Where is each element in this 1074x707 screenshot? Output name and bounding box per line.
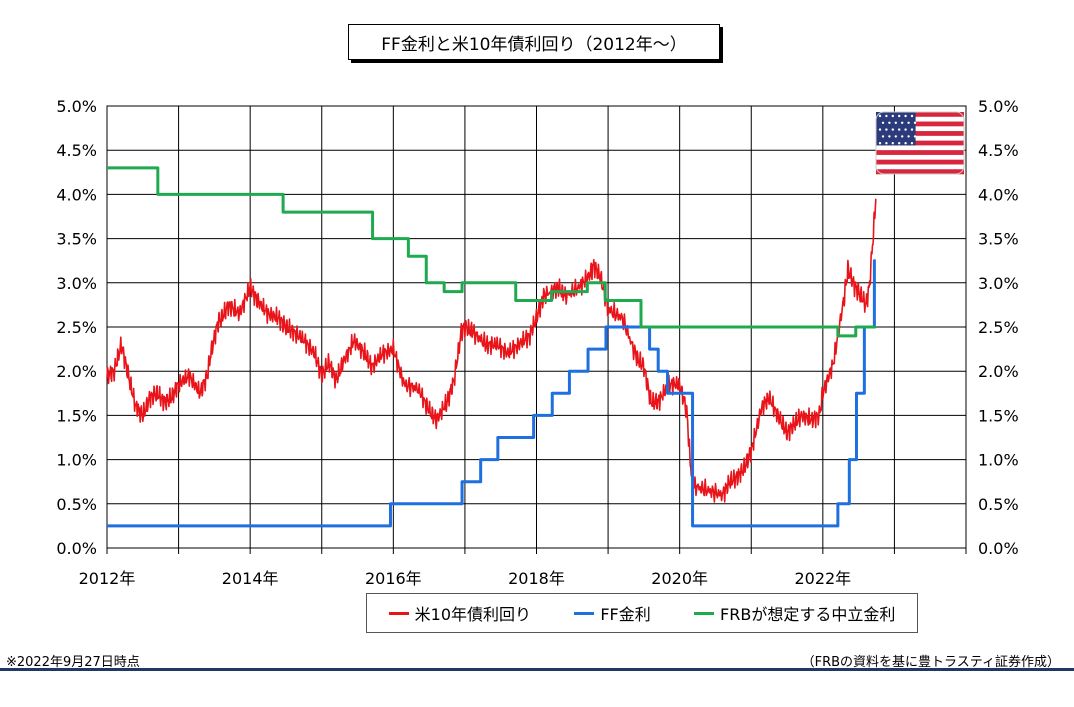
legend-swatch-ff-rate	[574, 611, 595, 615]
x-tick-label: 2022年	[794, 569, 851, 588]
y-tick-label-right: 2.0%	[978, 362, 1019, 381]
plot-border	[106, 105, 967, 549]
legend-item-neutral-rate: FRBが想定する中立金利	[694, 601, 895, 625]
x-tick-label: 2014年	[222, 569, 279, 588]
legend-swatch-neutral-rate	[694, 611, 715, 615]
x-tick-label: 2016年	[365, 569, 422, 588]
y-tick-label-right: 3.5%	[978, 230, 1019, 249]
legend-label-treasury: 米10年債利回り	[414, 605, 532, 624]
y-tick-label-left: 2.0%	[56, 362, 97, 381]
x-tick-label: 2018年	[508, 569, 565, 588]
y-tick-label-left: 4.0%	[56, 185, 97, 204]
x-tick-label: 2012年	[79, 569, 136, 588]
y-tick-label-right: 5.0%	[978, 97, 1019, 116]
legend-label-ff-rate: FF金利	[600, 605, 651, 624]
series-line-0	[106, 198, 877, 503]
y-tick-label-right: 3.0%	[978, 274, 1019, 293]
legend-item-treasury: 米10年債利回り	[388, 601, 532, 625]
y-tick-label-left: 3.0%	[56, 274, 97, 293]
legend: 米10年債利回り FF金利 FRBが想定する中立金利	[366, 593, 918, 633]
y-tick-label-right: 1.5%	[978, 406, 1019, 425]
legend-label-neutral-rate: FRBが想定する中立金利	[720, 605, 896, 624]
legend-item-ff-rate: FF金利	[574, 601, 651, 625]
y-tick-label-left: 0.0%	[56, 539, 97, 558]
source-note: （FRBの資料を基に豊トラスティ証券作成）	[801, 655, 1060, 670]
us-flag-icon	[875, 111, 965, 175]
y-tick-label-left: 5.0%	[56, 97, 97, 116]
series-line-1	[107, 259, 876, 528]
y-tick-label-right: 1.0%	[978, 451, 1019, 470]
y-tick-label-right: 2.5%	[978, 318, 1019, 337]
bottom-rule	[0, 668, 1074, 671]
y-tick-label-right: 0.0%	[978, 539, 1019, 558]
y-tick-label-left: 1.0%	[56, 451, 97, 470]
y-tick-label-left: 2.5%	[56, 318, 97, 337]
footnote: ※2022年9月27日時点	[6, 655, 140, 670]
y-tick-label-left: 4.5%	[56, 141, 97, 160]
series-line-2	[107, 166, 876, 338]
x-tick-label: 2020年	[651, 569, 708, 588]
chart-title: FF金利と米10年債利回り（2012年～）	[348, 24, 720, 60]
y-tick-label-right: 4.5%	[978, 141, 1019, 160]
y-tick-label-left: 3.5%	[56, 230, 97, 249]
y-tick-label-left: 0.5%	[56, 495, 97, 514]
y-tick-label-right: 0.5%	[978, 495, 1019, 514]
y-tick-label-right: 4.0%	[978, 185, 1019, 204]
y-tick-label-left: 1.5%	[56, 406, 97, 425]
legend-swatch-treasury	[388, 611, 409, 615]
